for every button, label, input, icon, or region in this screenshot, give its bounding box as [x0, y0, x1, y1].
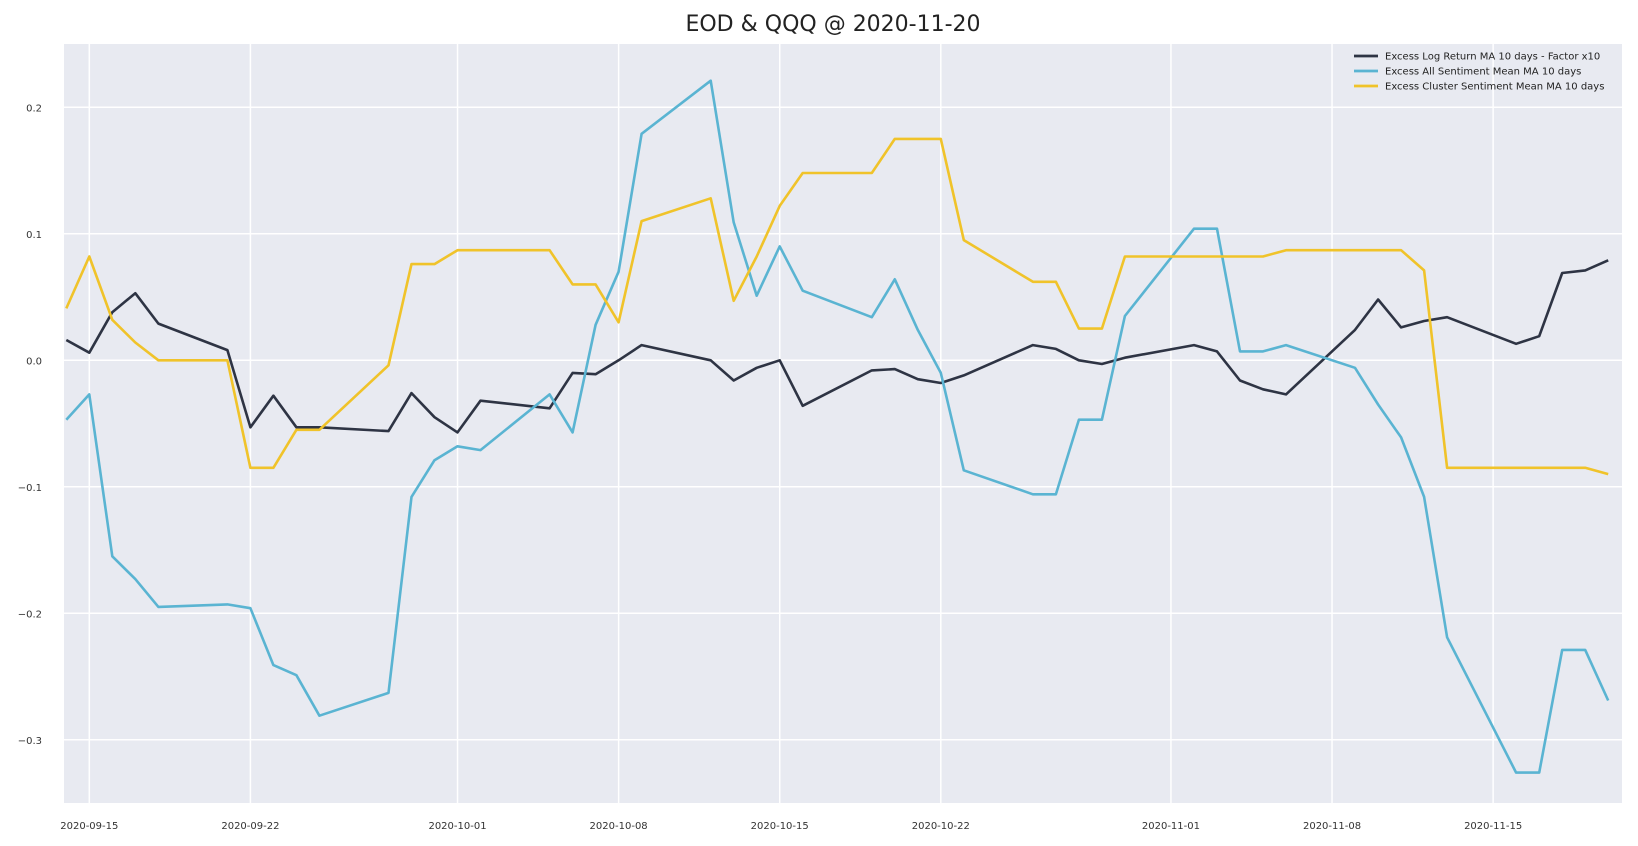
y-gridlines — [64, 106, 1622, 741]
chart-title: EOD & QQQ @ 2020-11-20 — [685, 12, 980, 37]
x-tick-label: 2020-10-08 — [590, 821, 648, 832]
y-tick-label: −0.1 — [18, 483, 42, 494]
x-tick-label: 2020-09-15 — [60, 821, 118, 832]
y-tick-label: −0.3 — [18, 736, 42, 747]
legend-label: Excess Cluster Sentiment Mean MA 10 days — [1385, 82, 1604, 93]
y-axis-ticks: −0.3 −0.2 −0.1 0.0 0.1 0.2 — [18, 103, 42, 747]
series-line-2 — [65, 79, 1610, 774]
x-tick-label: 2020-10-15 — [751, 821, 809, 832]
x-tick-label: 2020-11-01 — [1142, 821, 1200, 832]
series-lines — [65, 79, 1610, 774]
x-gridlines — [88, 44, 1494, 803]
x-tick-label: 2020-10-01 — [428, 821, 486, 832]
series-line-1 — [65, 259, 1609, 434]
y-tick-label: 0.1 — [26, 230, 42, 241]
legend: Excess Log Return MA 10 days - Factor x1… — [1354, 52, 1604, 93]
y-tick-label: 0.2 — [26, 103, 42, 114]
legend-label: Excess Log Return MA 10 days - Factor x1… — [1385, 52, 1600, 63]
x-axis-ticks: 2020-09-15 2020-09-22 2020-10-01 2020-10-08… — [60, 821, 1522, 832]
series-line-3 — [65, 137, 1609, 476]
legend-label: Excess All Sentiment Mean MA 10 days — [1385, 67, 1581, 78]
y-tick-label: 0.0 — [26, 356, 42, 367]
x-tick-label: 2020-11-15 — [1464, 821, 1522, 832]
plot-background — [64, 44, 1622, 803]
x-tick-label: 2020-10-22 — [912, 821, 970, 832]
y-tick-label: −0.2 — [18, 609, 42, 620]
x-tick-label: 2020-09-22 — [221, 821, 279, 832]
x-tick-label: 2020-11-08 — [1303, 821, 1361, 832]
